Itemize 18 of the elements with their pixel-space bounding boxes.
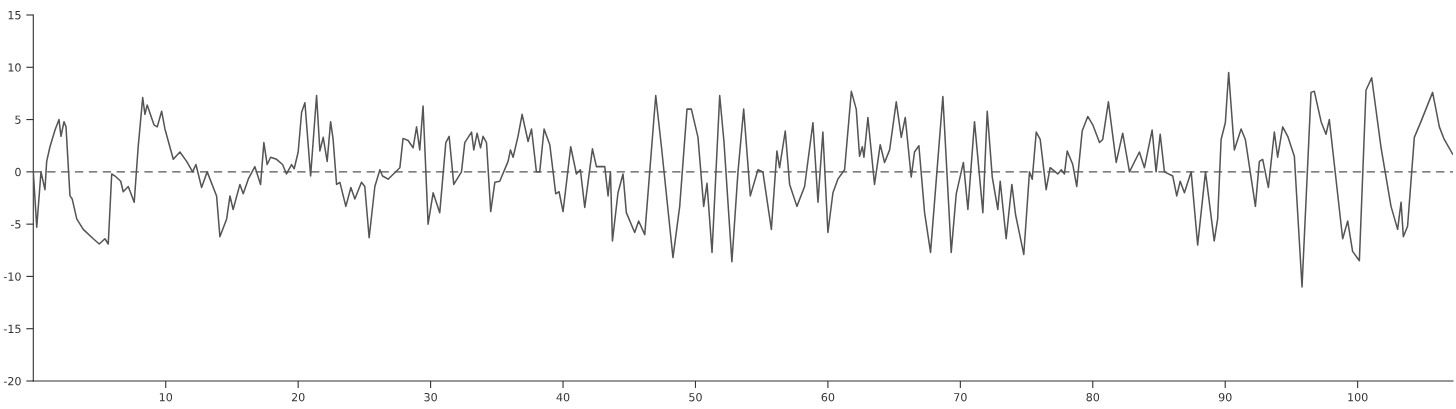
x-tick-label: 10 [159,393,173,402]
y-tick-label: 0 [15,167,21,177]
y-tick-label: -10 [3,272,21,281]
x-tick-label: 100 [1348,393,1368,402]
x-tick-label: 20 [291,393,305,402]
x-tick-label: 30 [424,393,437,402]
x-tick-label: 60 [821,393,835,402]
y-tick-label: 5 [15,115,21,124]
y-tick-label: 15 [8,11,21,20]
x-tick-label: 40 [556,393,570,402]
y-tick-label: 10 [8,63,21,72]
y-tick-label: -5 [10,220,21,229]
y-tick-label: -20 [3,376,21,386]
y-tick-label: -15 [3,324,21,334]
x-tick-label: 80 [1086,393,1100,402]
x-tick-label: 90 [1218,393,1232,402]
x-tick-label: 70 [954,393,967,402]
x-tick-label: 50 [689,393,702,402]
